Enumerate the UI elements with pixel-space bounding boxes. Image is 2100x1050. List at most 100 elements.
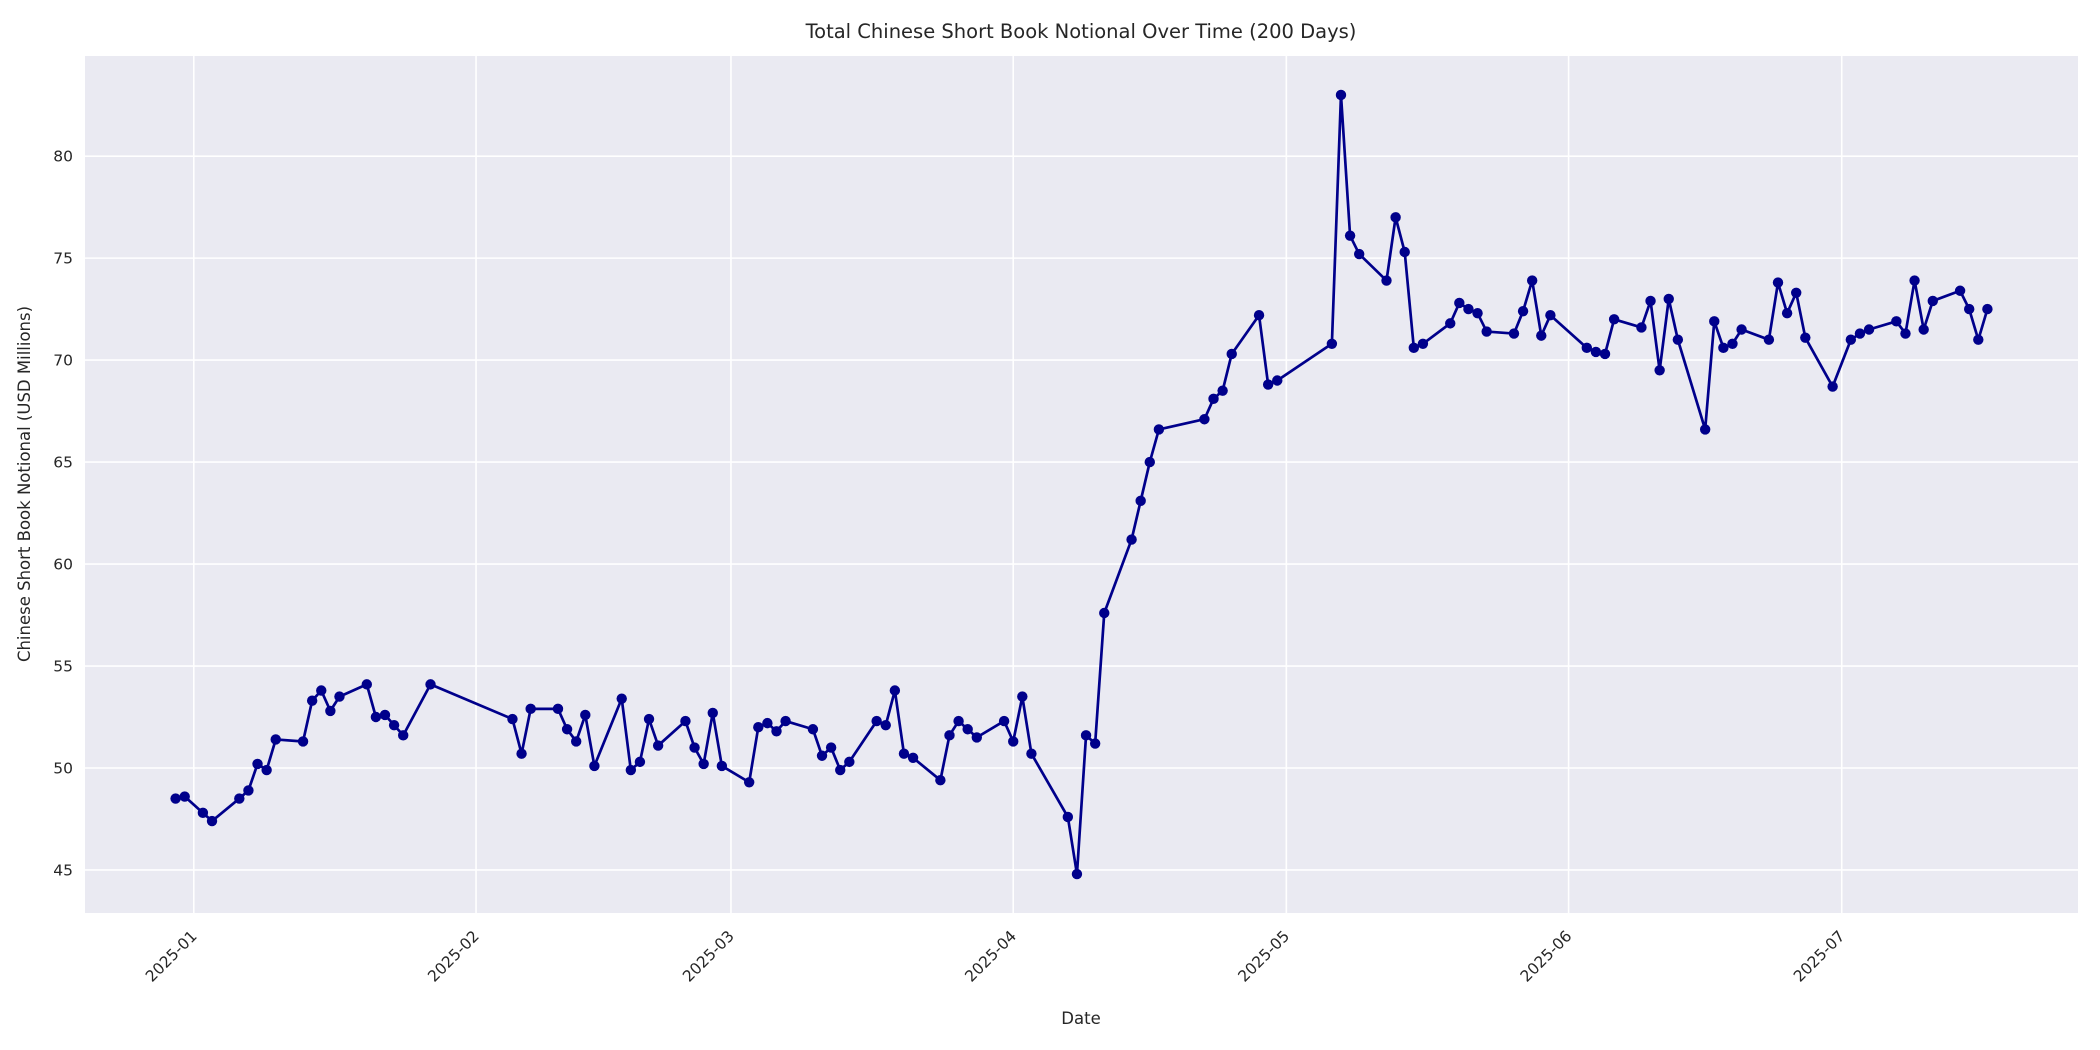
y-tick-label: 75 [53, 250, 73, 268]
data-point [1071, 868, 1083, 880]
data-point [971, 732, 982, 743]
data-point [1727, 338, 1738, 349]
data-point [525, 703, 536, 715]
data-point [780, 715, 791, 727]
data-point [1080, 730, 1092, 741]
data-point [807, 724, 819, 735]
data-point [652, 740, 664, 751]
y-tick-label: 55 [53, 657, 73, 675]
data-point [625, 764, 637, 776]
data-series [170, 89, 1993, 880]
data-point [1272, 375, 1283, 386]
data-point [1463, 303, 1474, 315]
data-point [325, 705, 336, 717]
data-point [634, 756, 646, 768]
data-point [570, 736, 582, 747]
y-tick-label: 45 [53, 861, 73, 879]
data-point [1636, 322, 1647, 333]
data-point [1472, 307, 1483, 319]
data-point [1408, 342, 1420, 354]
data-point [1800, 332, 1811, 343]
data-point [816, 750, 828, 761]
data-point [962, 724, 973, 735]
data-point [1126, 534, 1137, 545]
data-point [1863, 324, 1875, 335]
data-point [1353, 248, 1365, 260]
y-tick-label: 70 [53, 352, 73, 370]
data-point [1590, 346, 1602, 358]
data-point [1153, 424, 1165, 435]
data-point [1335, 89, 1347, 101]
data-point [589, 760, 600, 772]
data-point [580, 709, 591, 721]
data-point [1199, 414, 1210, 425]
data-point [998, 715, 1010, 727]
data-point [762, 717, 773, 729]
data-point [743, 777, 755, 788]
x-axis-label: Date [1061, 1009, 1100, 1028]
data-point [1982, 303, 1993, 315]
data-point [1253, 310, 1265, 321]
data-point [1827, 381, 1838, 392]
data-point [944, 730, 955, 741]
x-tick-labels: 2025-01 2025-02 2025-03 2025-04 2025-05 2025-… [142, 927, 1848, 986]
data-point [1481, 326, 1492, 337]
x-tick-label: 2025-06 [1517, 927, 1576, 986]
data-point [1008, 736, 1019, 747]
data-point [234, 793, 245, 804]
data-point [1144, 456, 1155, 468]
data-point [753, 722, 764, 733]
data-point [953, 715, 964, 727]
data-point [698, 758, 709, 770]
data-point [1709, 316, 1720, 327]
data-point [1536, 330, 1547, 341]
data-point [1954, 285, 1966, 296]
y-tick-label: 65 [53, 453, 73, 471]
data-point [1854, 328, 1866, 339]
data-point [270, 734, 281, 745]
data-point [1381, 275, 1392, 286]
data-point [1399, 246, 1410, 258]
data-point [261, 764, 272, 776]
data-point [1909, 275, 1920, 286]
data-point [1208, 393, 1219, 405]
data-point [1226, 348, 1237, 360]
y-tick-labels: 45 50 55 60 65 70 75 80 [53, 148, 73, 880]
data-point [170, 793, 181, 804]
data-point [716, 760, 728, 772]
data-point [1781, 307, 1793, 319]
data-point [935, 775, 946, 786]
data-point [425, 679, 436, 690]
data-point [516, 748, 527, 759]
data-point [1718, 342, 1729, 354]
data-point [1763, 334, 1775, 345]
data-point [334, 691, 345, 702]
data-point [680, 715, 691, 727]
data-point [1845, 334, 1857, 345]
data-point [1517, 305, 1529, 317]
y-tick-label: 50 [53, 759, 73, 777]
data-point [1663, 293, 1674, 305]
data-point [507, 713, 518, 725]
data-point [1217, 385, 1228, 396]
data-point [1099, 607, 1110, 619]
data-point [1973, 334, 1984, 345]
data-point [616, 693, 627, 704]
data-point [844, 756, 855, 768]
data-point [643, 713, 655, 725]
x-tick-label: 2025-05 [1235, 927, 1294, 986]
x-tick-label: 2025-07 [1790, 927, 1849, 986]
data-point [1526, 275, 1538, 286]
data-point [1344, 230, 1356, 241]
data-point [1599, 348, 1611, 360]
data-point [1608, 314, 1620, 325]
data-point [871, 715, 882, 727]
data-point [306, 695, 318, 706]
data-point [361, 679, 372, 690]
data-point [1645, 295, 1656, 307]
x-tick-label: 2025-03 [679, 927, 738, 986]
data-point [907, 752, 919, 763]
data-point [1262, 379, 1274, 390]
